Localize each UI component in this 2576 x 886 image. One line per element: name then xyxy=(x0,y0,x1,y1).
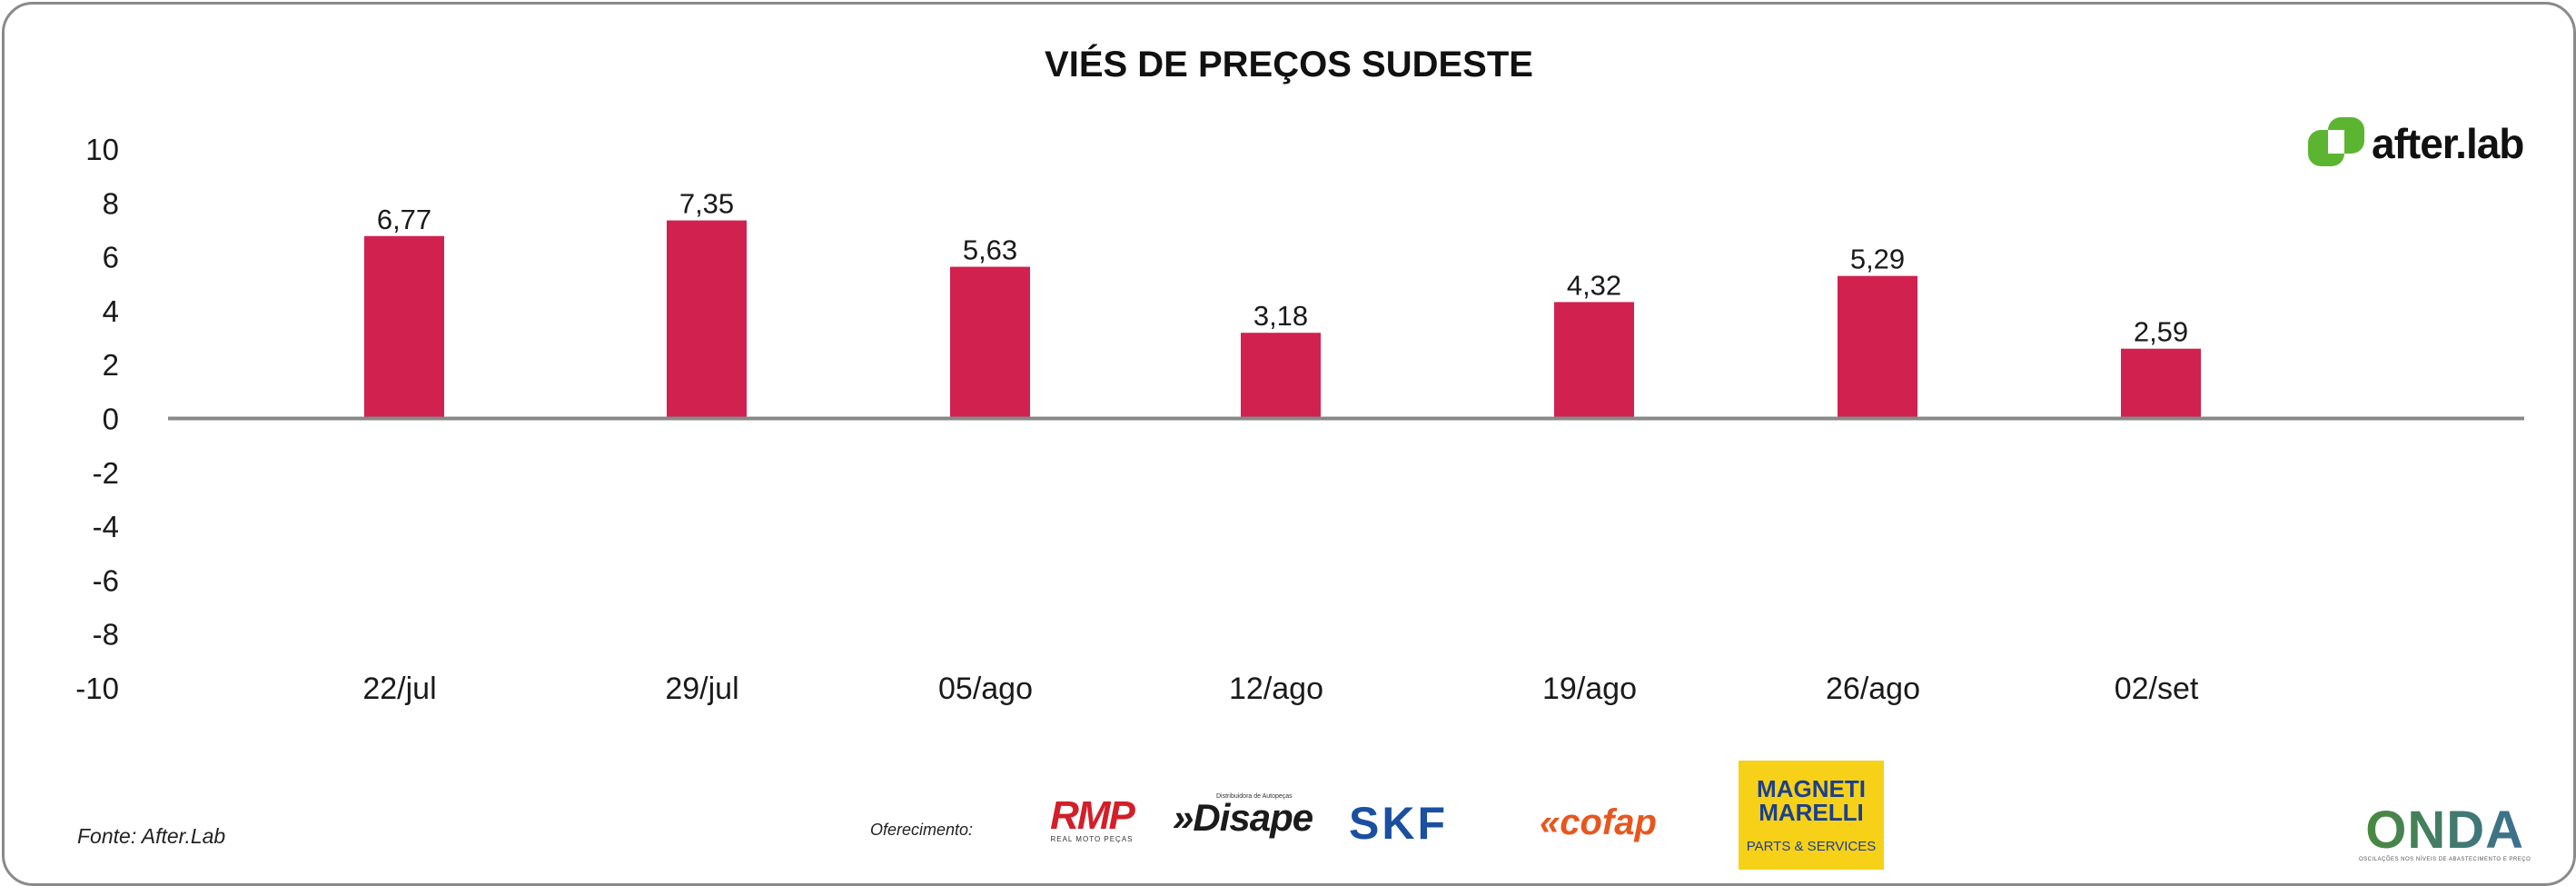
cofap-wordmark: cofap xyxy=(1560,802,1657,842)
bar-chart: 10 8 6 4 2 0 -2 -4 -6 -8 -10 6,77 7,35 5,63 3,18 4,32 5… xyxy=(75,133,2524,706)
x-tick-label: 26/ago xyxy=(1826,672,1920,706)
y-axis-ticks: 10 8 6 4 2 0 -2 -4 -6 -8 -10 xyxy=(75,133,119,705)
bar xyxy=(2121,348,2201,419)
magneti-subtext: PARTS & SERVICES xyxy=(1746,838,1877,854)
disape-subtext: Distribuidora de Autopeças xyxy=(1216,793,1293,800)
afterlab-logo: after.lab xyxy=(2308,117,2524,170)
data-label: 2,59 xyxy=(2134,316,2188,348)
y-tick-label: -4 xyxy=(93,510,119,543)
rmp-subtext: REAL MOTO PEÇAS xyxy=(1050,835,1134,843)
disape-wordmark: »Disape xyxy=(1173,796,1313,839)
source-note: Fonte: After.Lab xyxy=(77,824,226,848)
sponsor-label: Oferecimento: xyxy=(870,821,974,839)
x-tick-label: 05/ago xyxy=(938,672,1033,706)
onda-wordmark: ONDA xyxy=(2359,804,2531,857)
data-label: 3,18 xyxy=(1253,300,1308,332)
y-tick-label: 6 xyxy=(103,241,119,274)
rmp-logo: RMP REAL MOTO PEÇAS xyxy=(1031,793,1153,844)
afterlab-wordmark: after.lab xyxy=(2372,120,2524,167)
y-tick-label: 8 xyxy=(103,186,119,220)
data-labels-group: 6,77 7,35 5,63 3,18 4,32 5,29 2,59 xyxy=(377,188,2188,348)
onda-subtext: OSCILAÇÕES NOS NÍVEIS DE ABASTECIMENTO E… xyxy=(2359,857,2531,862)
y-tick-label: 10 xyxy=(85,133,119,166)
magneti-marelli-logo: MAGNETI MARELLI PARTS & SERVICES xyxy=(1739,761,1884,870)
bar xyxy=(950,266,1030,419)
magneti-wordmark: MAGNETI MARELLI xyxy=(1757,774,1866,826)
bar xyxy=(1554,302,1634,419)
onda-logo: ONDA OSCILAÇÕES NOS NÍVEIS DE ABASTECIME… xyxy=(2359,804,2531,863)
x-tick-label: 12/ago xyxy=(1229,672,1323,706)
bar xyxy=(1838,275,1917,419)
y-tick-label: -2 xyxy=(93,456,119,490)
x-axis-ticks: 22/jul 29/jul 05/ago 12/ago 19/ago 26/ago 02/s… xyxy=(362,672,2199,706)
x-tick-label: 02/set xyxy=(2115,672,2199,706)
disape-logo: Distribuidora de Autopeças »Disape xyxy=(1173,793,1313,839)
x-tick-label: 29/jul xyxy=(665,672,738,706)
data-label: 4,32 xyxy=(1567,269,1621,301)
x-tick-label: 19/ago xyxy=(1542,672,1637,706)
data-label: 6,77 xyxy=(377,204,431,235)
data-label: 7,35 xyxy=(679,188,734,220)
bar xyxy=(364,235,444,419)
data-label: 5,63 xyxy=(963,234,1017,266)
bar xyxy=(667,220,747,419)
bar xyxy=(1241,333,1321,419)
y-tick-label: 2 xyxy=(103,348,119,382)
cofap-logo: «cofap xyxy=(1540,802,1657,842)
y-tick-label: -8 xyxy=(93,618,119,652)
y-tick-label: -6 xyxy=(93,563,119,597)
afterlab-mark-icon xyxy=(2308,117,2368,170)
skf-logo: SKF xyxy=(1349,798,1448,849)
chart-title: VIÉS DE PREÇOS SUDESTE xyxy=(1045,45,1533,85)
bars-group xyxy=(364,220,2201,419)
x-tick-label: 22/jul xyxy=(362,672,436,706)
data-label: 5,29 xyxy=(1850,244,1905,275)
y-tick-label: -10 xyxy=(75,672,119,705)
rmp-wordmark: RMP xyxy=(1050,793,1135,838)
y-tick-label: 0 xyxy=(103,403,119,436)
cofap-chevron-icon: « xyxy=(1540,802,1560,842)
y-tick-label: 4 xyxy=(103,294,119,328)
